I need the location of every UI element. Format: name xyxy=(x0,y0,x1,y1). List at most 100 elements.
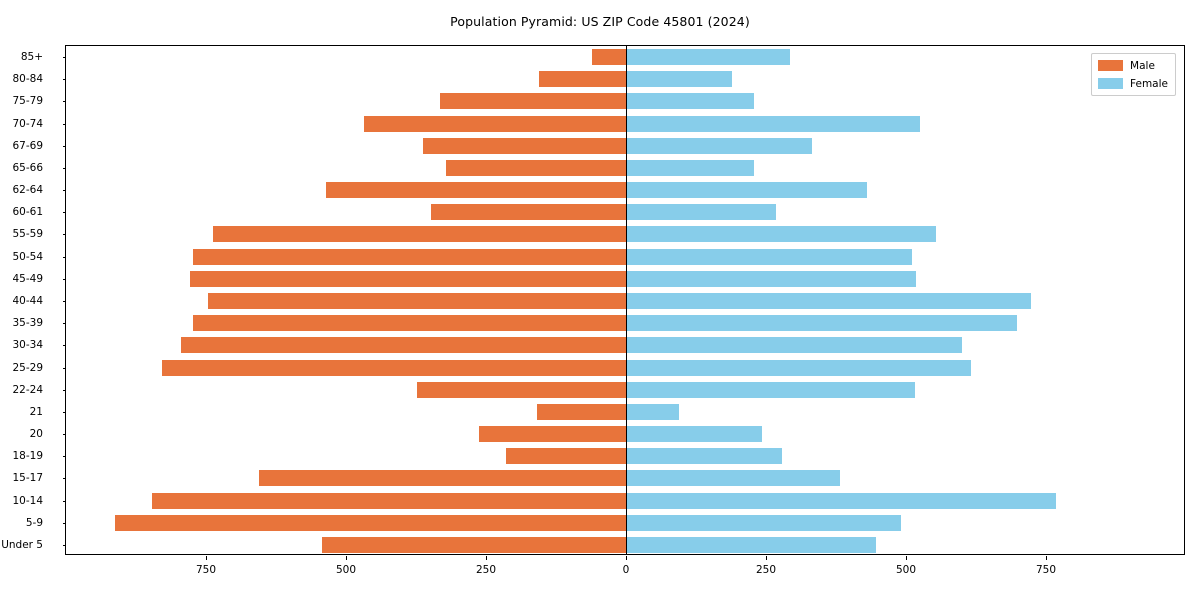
y-axis-tick-label: 40-44 xyxy=(12,295,43,307)
y-axis-tick-label: 10-14 xyxy=(12,494,43,507)
y-axis-tick-label: 60-61 xyxy=(12,206,43,219)
y-axis-tick-label: 75-79 xyxy=(12,95,43,108)
legend-color-swatch xyxy=(1098,60,1124,71)
bar-male xyxy=(193,315,626,332)
bar-male xyxy=(505,448,626,465)
y-axis-tick-label: 20 xyxy=(29,428,43,441)
bar-male xyxy=(259,470,626,487)
y-axis-tick-label: 45-49 xyxy=(12,272,43,285)
bar-male xyxy=(190,270,626,287)
bar-female xyxy=(626,492,1056,509)
y-axis-tick-label: 65-66 xyxy=(12,161,43,174)
bar-female xyxy=(626,381,915,398)
bar-male xyxy=(539,71,626,88)
bar-female xyxy=(626,71,733,88)
bar-female xyxy=(626,536,876,553)
y-axis-tick-mark xyxy=(62,256,66,258)
bar-male xyxy=(445,159,626,176)
y-axis-tick-mark xyxy=(62,190,66,192)
y-axis-tick-mark xyxy=(62,434,66,436)
y-axis-tick-mark xyxy=(62,145,66,147)
y-axis-tick-mark xyxy=(62,500,66,502)
bar-male xyxy=(592,49,626,66)
bar-female xyxy=(626,248,913,265)
y-axis-tick-label: 30-34 xyxy=(12,339,43,352)
y-axis-tick-label: 55-59 xyxy=(12,228,43,241)
y-axis-tick-mark xyxy=(62,167,66,169)
zero-axis-line xyxy=(626,46,628,554)
bar-female xyxy=(626,226,937,243)
bar-female xyxy=(626,49,790,66)
bar-male xyxy=(151,492,626,509)
bar-female xyxy=(626,403,680,420)
legend-label: Female xyxy=(1130,77,1168,90)
y-axis-tick-label: 85+ xyxy=(20,51,43,64)
plot-area: 85+ 80-84 75-79 70-74 67-69 65-66 62-64 60-61 55… xyxy=(1,45,1185,576)
y-axis-tick-mark xyxy=(62,323,66,325)
legend-label: Male xyxy=(1130,59,1155,72)
y-axis-tick-label: 25-29 xyxy=(12,361,43,374)
x-axis-tick-label: 750 xyxy=(195,564,217,576)
y-axis-tick-mark xyxy=(62,123,66,125)
bar-female xyxy=(626,159,754,176)
bar-male xyxy=(416,381,626,398)
y-axis-tick-mark xyxy=(62,456,66,458)
y-axis-tick-mark xyxy=(62,101,66,103)
x-axis-tick-mark xyxy=(626,556,627,560)
y-axis-tick-mark xyxy=(62,544,66,546)
bar-female xyxy=(626,293,1032,309)
bar-female xyxy=(626,137,813,154)
bar-male xyxy=(536,403,626,420)
x-axis-tick-mark xyxy=(906,556,907,560)
y-axis-tick-mark xyxy=(62,411,66,413)
x-axis-tick-label: 0 xyxy=(622,564,630,576)
bar-male xyxy=(478,426,626,443)
bar-female xyxy=(626,182,868,199)
bar-female xyxy=(626,426,763,443)
x-axis-tick-mark xyxy=(486,556,487,560)
y-axis-tick-label: 62-64 xyxy=(12,184,43,197)
bar-female xyxy=(626,359,971,376)
legend: Male Female xyxy=(1091,53,1176,96)
bar-female xyxy=(626,270,917,287)
y-axis-tick-label: 70-74 xyxy=(12,117,43,130)
bar-female xyxy=(626,204,777,221)
bar-female xyxy=(626,448,783,465)
bar-male xyxy=(212,226,626,243)
y-axis-tick-label: 67-69 xyxy=(12,139,43,152)
y-axis-tick-label: 22-24 xyxy=(12,383,43,396)
bar-female xyxy=(626,315,1017,332)
bar-female xyxy=(626,93,754,110)
bar-male xyxy=(439,93,626,110)
y-axis-tick-label: 50-54 xyxy=(12,250,43,263)
y-axis-tick-label: Under 5 xyxy=(1,538,43,551)
bar-male xyxy=(326,182,626,199)
y-axis-tick-label: 35-39 xyxy=(12,317,43,330)
x-axis-tick-label: 250 xyxy=(475,564,497,576)
legend-item: Male xyxy=(1098,59,1168,72)
bar-female xyxy=(626,514,901,531)
y-axis-tick-mark xyxy=(62,301,66,302)
bar-male xyxy=(431,204,626,221)
x-axis-tick-mark xyxy=(206,556,207,560)
bar-male xyxy=(114,514,626,531)
x-axis-tick-label: 500 xyxy=(335,564,357,576)
x-axis-tick-mark xyxy=(766,556,767,560)
bar-male xyxy=(193,248,626,265)
bar-male xyxy=(181,337,626,354)
legend-color-swatch xyxy=(1098,78,1124,89)
y-axis-tick-mark xyxy=(62,478,66,480)
x-axis-tick-mark xyxy=(346,556,347,560)
bar-male xyxy=(363,115,626,132)
y-axis-tick-label: 21 xyxy=(29,405,43,418)
y-axis-tick-mark xyxy=(62,367,66,369)
y-axis-tick-mark xyxy=(62,345,66,347)
y-axis-tick-label: 15-17 xyxy=(12,472,43,485)
chart-title: Population Pyramid: US ZIP Code 45801 (2… xyxy=(450,14,750,29)
x-axis-tick-mark xyxy=(1046,556,1047,560)
bars-layer xyxy=(66,46,1184,554)
y-axis-tick-mark xyxy=(62,234,66,236)
legend-item: Female xyxy=(1098,77,1168,90)
y-axis-tick-label: 18-19 xyxy=(12,450,43,463)
